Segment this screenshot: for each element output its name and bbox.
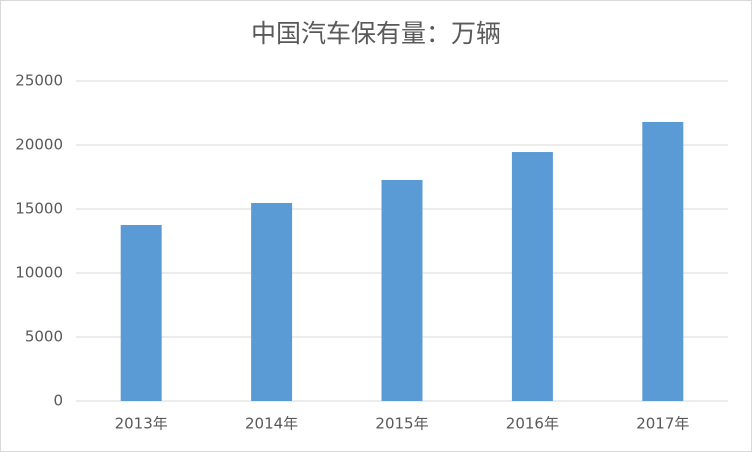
bar: [642, 121, 684, 402]
bar: [381, 179, 423, 401]
y-tick-label: 20000: [15, 136, 63, 154]
y-tick-label: 5000: [25, 328, 63, 346]
x-tick-label: 2013年: [115, 415, 168, 433]
x-tick-label: 2017年: [636, 415, 689, 433]
x-tick-label: 2015年: [375, 415, 428, 433]
y-tick-label: 25000: [15, 72, 63, 90]
y-tick-label: 10000: [15, 264, 63, 282]
x-tick-label: 2016年: [506, 415, 559, 433]
bar: [511, 152, 553, 401]
bar: [120, 225, 162, 401]
chart-title: 中国汽车保有量：万辆: [251, 19, 501, 48]
y-tick-label: 15000: [15, 200, 63, 218]
x-tick-label: 2014年: [245, 415, 298, 433]
bar: [251, 202, 293, 401]
y-tick-label: 0: [53, 392, 63, 410]
